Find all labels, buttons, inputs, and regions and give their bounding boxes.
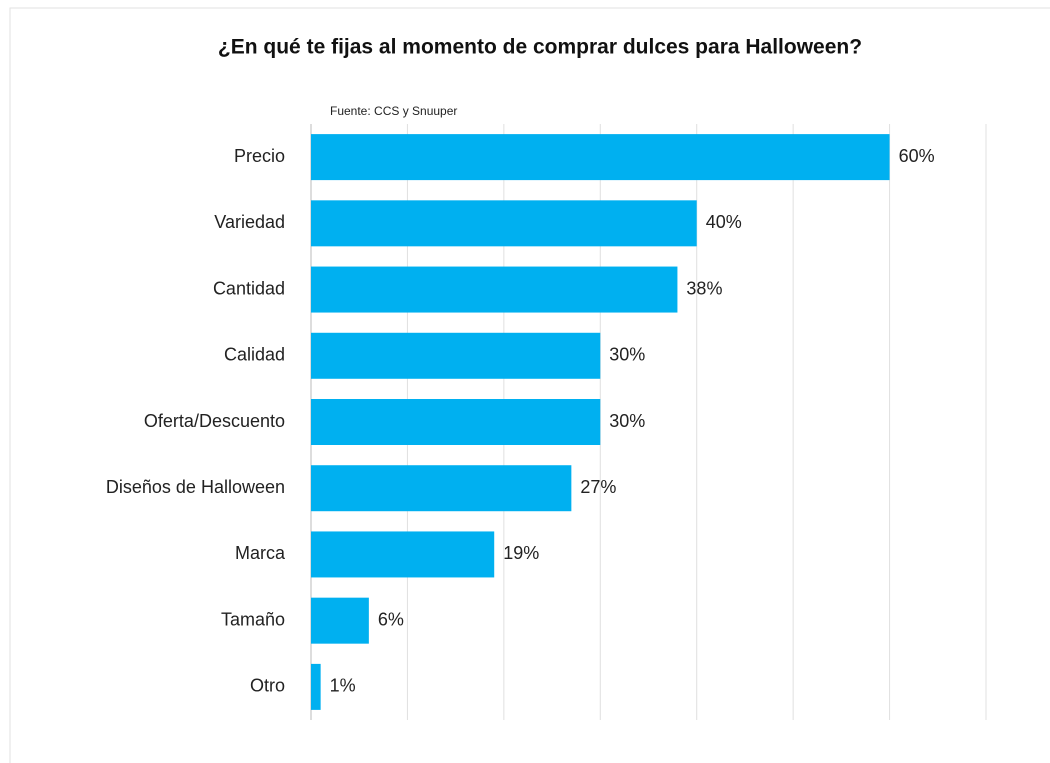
y-tick-label: Cantidad: [213, 278, 285, 298]
data-label: 1%: [330, 676, 356, 696]
data-label: 6%: [378, 609, 404, 629]
y-tick-label: Otro: [250, 676, 285, 696]
chart-title: ¿En qué te fijas al momento de comprar d…: [218, 36, 862, 59]
frame: [9, 7, 1050, 763]
bar: [311, 332, 601, 379]
bar: [311, 200, 697, 247]
y-tick-label: Precio: [234, 146, 285, 166]
data-label: 30%: [609, 411, 645, 431]
data-label: 27%: [580, 477, 616, 497]
data-label: 30%: [609, 345, 645, 365]
data-label: 40%: [706, 212, 742, 232]
y-tick-label: Oferta/Descuento: [144, 411, 285, 431]
y-tick-label: Calidad: [224, 345, 285, 365]
bar: [311, 531, 495, 578]
y-tick-label: Variedad: [214, 212, 285, 232]
bar: [311, 134, 890, 181]
bar: [311, 399, 601, 445]
data-label: 19%: [503, 543, 539, 563]
data-label: 38%: [686, 278, 722, 298]
y-tick-label: Diseños de Halloween: [106, 477, 285, 497]
y-tick-label: Marca: [235, 543, 286, 563]
data-label: 60%: [899, 146, 935, 166]
bar: [311, 597, 369, 644]
bar: [311, 266, 678, 313]
bar: [311, 663, 321, 710]
bar: [311, 465, 572, 512]
y-tick-label: Tamaño: [221, 609, 285, 629]
chart-subtitle: Fuente: CCS y Snuuper: [330, 104, 457, 118]
